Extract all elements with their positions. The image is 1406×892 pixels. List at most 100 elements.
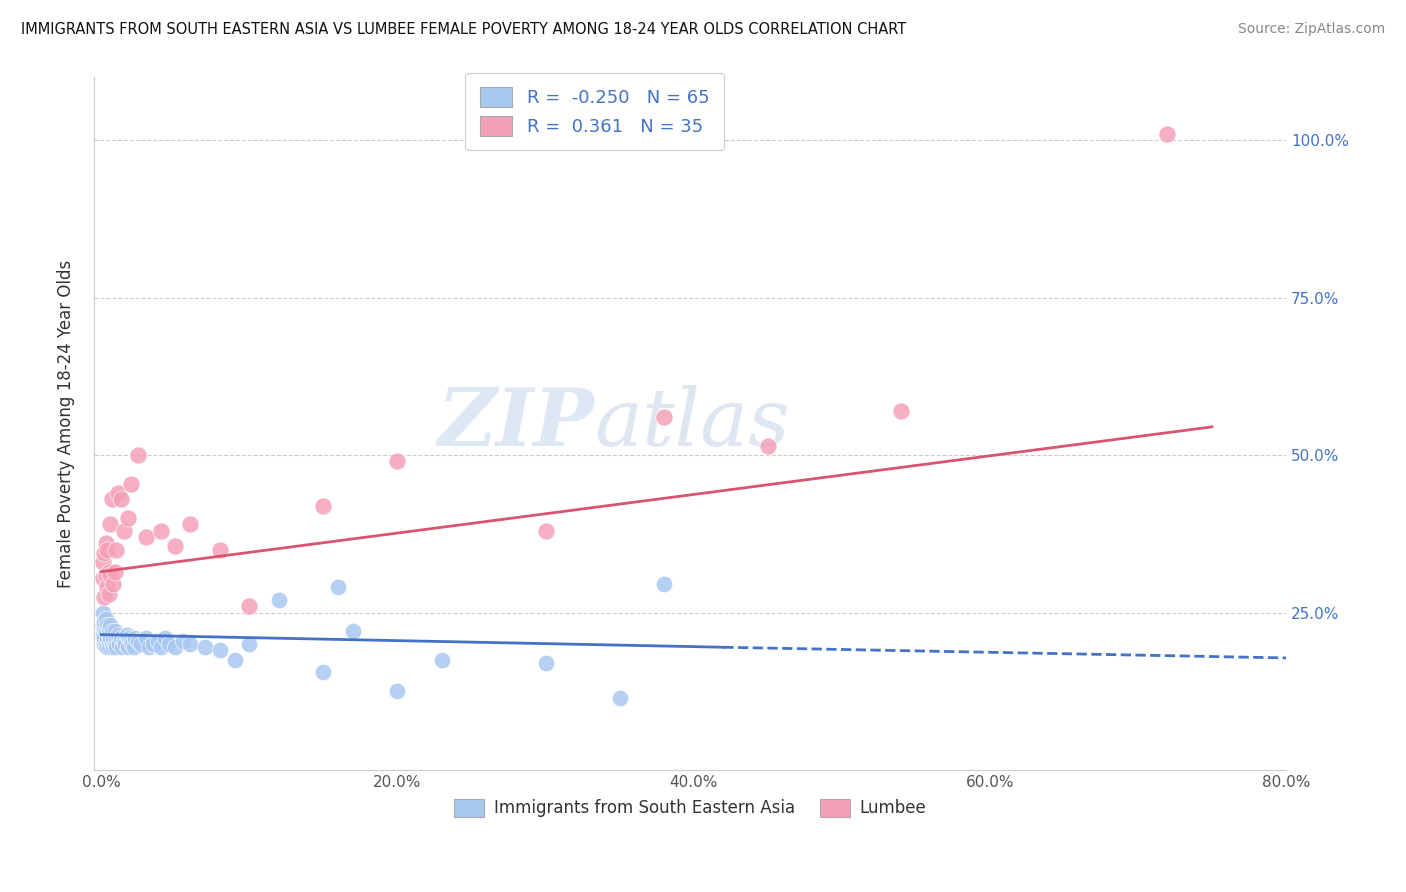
Point xyxy=(149,524,172,538)
Point xyxy=(105,542,128,557)
Point xyxy=(93,615,115,629)
Point xyxy=(104,624,127,639)
Point xyxy=(890,404,912,418)
Text: ZIP: ZIP xyxy=(437,385,595,462)
Point xyxy=(94,637,117,651)
Point xyxy=(652,577,675,591)
Point xyxy=(127,448,149,462)
Point xyxy=(208,643,231,657)
Point xyxy=(165,540,187,554)
Point xyxy=(93,637,115,651)
Point xyxy=(135,631,157,645)
Point xyxy=(267,593,290,607)
Point xyxy=(98,631,121,645)
Point xyxy=(110,631,132,645)
Point xyxy=(138,640,160,655)
Point xyxy=(96,581,118,595)
Point xyxy=(91,571,114,585)
Text: IMMIGRANTS FROM SOUTH EASTERN ASIA VS LUMBEE FEMALE POVERTY AMONG 18-24 YEAR OLD: IMMIGRANTS FROM SOUTH EASTERN ASIA VS LU… xyxy=(21,22,907,37)
Y-axis label: Female Poverty Among 18-24 Year Olds: Female Poverty Among 18-24 Year Olds xyxy=(58,260,75,588)
Point xyxy=(98,517,121,532)
Point xyxy=(107,486,129,500)
Point xyxy=(100,492,122,507)
Point xyxy=(98,618,121,632)
Point xyxy=(1156,127,1178,141)
Point xyxy=(534,656,557,670)
Point xyxy=(94,536,117,550)
Point xyxy=(534,524,557,538)
Point xyxy=(93,590,115,604)
Point xyxy=(107,627,129,641)
Point xyxy=(111,640,134,655)
Point xyxy=(149,640,172,655)
Point xyxy=(108,637,131,651)
Point xyxy=(91,606,114,620)
Point xyxy=(387,454,409,468)
Point xyxy=(172,634,194,648)
Point xyxy=(94,624,117,639)
Point xyxy=(98,640,121,655)
Point xyxy=(94,612,117,626)
Point xyxy=(97,565,120,579)
Point xyxy=(112,524,135,538)
Point xyxy=(117,640,139,655)
Point xyxy=(238,637,260,651)
Point xyxy=(609,690,631,705)
Point xyxy=(142,637,165,651)
Point xyxy=(118,631,141,645)
Point xyxy=(97,627,120,641)
Point xyxy=(312,665,335,680)
Point xyxy=(93,546,115,560)
Point xyxy=(342,624,364,639)
Point xyxy=(97,637,120,651)
Point xyxy=(105,631,128,645)
Point xyxy=(117,511,139,525)
Point xyxy=(120,634,142,648)
Point xyxy=(104,637,127,651)
Text: Source: ZipAtlas.com: Source: ZipAtlas.com xyxy=(1237,22,1385,37)
Point xyxy=(96,542,118,557)
Point xyxy=(652,410,675,425)
Point xyxy=(91,627,114,641)
Point xyxy=(110,492,132,507)
Point xyxy=(153,631,176,645)
Point xyxy=(146,634,169,648)
Point xyxy=(179,637,201,651)
Point xyxy=(122,640,145,655)
Point xyxy=(159,637,181,651)
Point xyxy=(96,631,118,645)
Point xyxy=(104,565,127,579)
Point xyxy=(114,637,136,651)
Point xyxy=(98,567,121,582)
Point xyxy=(96,618,118,632)
Point xyxy=(97,621,120,635)
Point xyxy=(127,634,149,648)
Point xyxy=(91,555,114,569)
Point xyxy=(756,439,779,453)
Point xyxy=(115,627,138,641)
Point xyxy=(224,653,246,667)
Text: atlas: atlas xyxy=(595,385,790,462)
Point xyxy=(312,499,335,513)
Point xyxy=(179,517,201,532)
Point xyxy=(100,637,122,651)
Point xyxy=(101,577,124,591)
Point xyxy=(93,621,115,635)
Legend: Immigrants from South Eastern Asia, Lumbee: Immigrants from South Eastern Asia, Lumb… xyxy=(447,792,934,824)
Point xyxy=(96,640,118,655)
Point xyxy=(112,634,135,648)
Point xyxy=(387,684,409,698)
Point xyxy=(97,587,120,601)
Point xyxy=(91,618,114,632)
Point xyxy=(121,637,143,651)
Point xyxy=(94,567,117,582)
Point xyxy=(101,631,124,645)
Point xyxy=(165,640,187,655)
Point xyxy=(328,581,350,595)
Point xyxy=(430,653,453,667)
Point xyxy=(93,631,115,645)
Point xyxy=(105,640,128,655)
Point xyxy=(135,530,157,544)
Point xyxy=(238,599,260,614)
Point xyxy=(194,640,217,655)
